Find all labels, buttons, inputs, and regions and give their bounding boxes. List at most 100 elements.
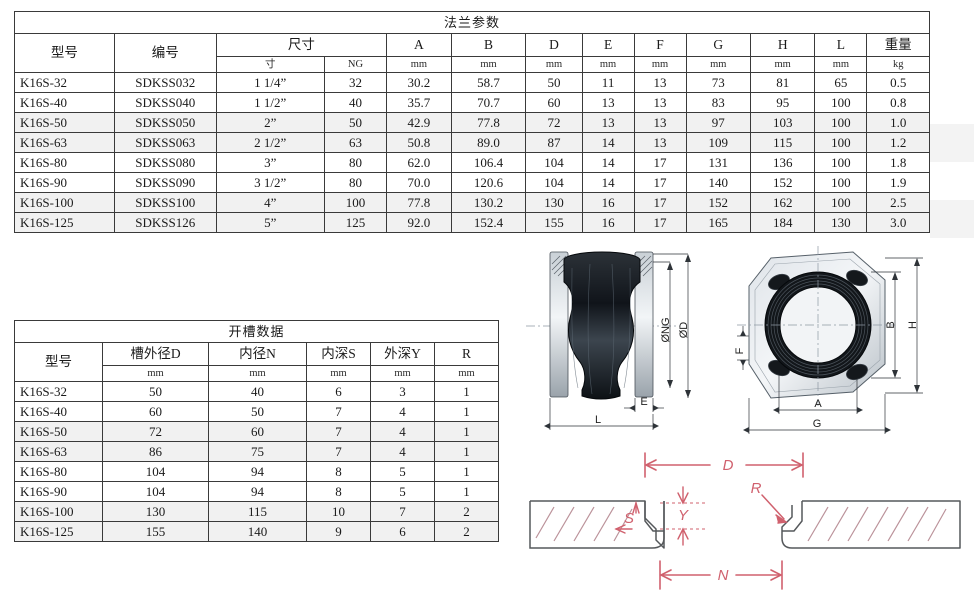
header-size: 尺寸 [215,33,388,57]
table-cell: 1 [433,421,500,442]
scan-stripe-artifact [930,219,974,238]
groove-sub-r: mm [433,365,500,382]
table-cell: 104 [102,461,209,482]
sketch-label-n: N [718,567,729,584]
table-cell: 6 [370,521,435,542]
header-g: G [685,33,751,57]
model-cell: K16S-63 [14,132,115,153]
table-row: K16S-90 SDKSS090 3 1/2” 80 70.0 120.6 104 14 17 1… [14,172,930,193]
table-row: K16S-63 86 75 7 4 1 [14,441,500,462]
header-e: E [581,33,635,57]
groove-sub-n: mm [208,365,307,382]
table-cell: 50 [208,401,307,422]
model-cell: K16S-32 [14,72,115,93]
table-cell: 103 [749,112,816,133]
table-cell: 9 [306,521,371,542]
sketch-label-r: R [751,480,762,497]
subheader-l-unit: mm [814,56,868,73]
flange-table-title: 法兰参数 [14,11,930,34]
table-cell: 2 1/2” [215,132,325,153]
table-cell: 16 [581,212,635,233]
table-cell: SDKSS090 [113,172,217,193]
table-cell: 1.0 [866,112,930,133]
dimension-e [624,398,664,412]
table-row: K16S-100 130 115 10 7 2 [14,501,500,522]
flange-table-body: K16S-32 SDKSS032 1 1/4” 32 30.2 58.7 50 11 13 73 8… [14,72,930,233]
header-code: 编号 [113,33,217,73]
table-cell: SDKSS100 [113,192,217,213]
table-cell: 11 [581,72,635,93]
model-cell: K16S-125 [14,212,115,233]
scan-stripe-artifact [930,124,974,143]
groove-title-row: 开槽数据 [13,320,500,343]
table-cell: 3 1/2” [215,172,325,193]
table-cell: 1 [433,381,500,402]
flange-plate-inner-edge [754,258,881,393]
table-cell: 100 [814,192,868,213]
table-cell: 83 [685,92,751,113]
table-cell: 17 [633,192,687,213]
table-cell: 63 [323,132,388,153]
groove-header-r: R [433,342,500,366]
table-cell: 104 [525,172,583,193]
groove-data-table: 开槽数据 型号 槽外径D 内径N 内深S 外深Y R mm mm mm mm m… [13,320,500,542]
table-cell: 60 [525,92,583,113]
table-cell: 13 [633,92,687,113]
dimension-h [885,257,923,394]
table-cell: 50 [323,112,388,133]
table-cell: 94 [208,481,307,502]
table-cell: SDKSS032 [113,72,217,93]
subheader-weight-unit: kg [866,56,930,73]
table-row: K16S-32 SDKSS032 1 1/4” 32 30.2 58.7 50 11 13 73 8… [14,72,930,93]
dimension-g [743,394,891,434]
table-cell: 17 [633,152,687,173]
table-cell: 32 [323,72,388,93]
model-cell: K16S-100 [14,192,115,213]
groove-sub-d: mm [102,365,209,382]
model-cell: K16S-100 [14,501,103,522]
table-cell: 2 [433,521,500,542]
table-cell: SDKSS126 [113,212,217,233]
table-cell: 1.2 [866,132,930,153]
model-cell: K16S-90 [14,172,115,193]
table-row: K16S-32 50 40 6 3 1 [14,381,500,402]
groove-header-inner-n: 内径N [208,342,307,366]
table-row: K16S-40 SDKSS040 1 1/2” 40 35.7 70.7 60 13 13 83 9… [14,92,930,113]
table-cell: 42.9 [386,112,452,133]
table-cell: 106.4 [450,152,527,173]
groove-header-depth-s: 内深S [306,342,371,366]
table-cell: 115 [749,132,816,153]
table-cell: 40 [323,92,388,113]
table-cell: 8 [306,461,371,482]
subheader-h-unit: mm [749,56,816,73]
rubber-expansion-joint-diagram: ØNG ØD E L [526,251,691,430]
table-cell: 86 [102,441,209,462]
hatch-right [807,506,947,542]
subheader-a-unit: mm [386,56,452,73]
subheader-g-unit: mm [685,56,751,73]
header-f: F [633,33,687,57]
table-cell: 10 [306,501,371,522]
table-cell: 2.5 [866,192,930,213]
model-cell: K16S-50 [14,421,103,442]
table-cell: 7 [306,401,371,422]
table-cell: 50 [525,72,583,93]
table-row: K16S-40 60 50 7 4 1 [14,401,500,422]
table-cell: 73 [685,72,751,93]
flange-parameter-table: 法兰参数 型号 编号 尺寸 A B D E F G H L 重量 寸 NG mm… [14,11,930,233]
table-cell: 165 [685,212,751,233]
table-cell: 97 [685,112,751,133]
dimension-ng [653,261,673,388]
sketch-label-d: D [723,457,734,474]
table-cell: 1 [433,401,500,422]
table-cell: SDKSS080 [113,152,217,173]
header-model: 型号 [14,33,115,73]
table-cell: 130 [525,192,583,213]
table-cell: 152 [685,192,751,213]
model-cell: K16S-90 [14,481,103,502]
table-cell: 100 [323,192,388,213]
table-row: K16S-50 SDKSS050 2” 50 42.9 77.8 72 13 13 97 103 10… [14,112,930,133]
groove-profile-left-body [529,501,665,549]
table-cell: 140 [685,172,751,193]
header-a: A [386,33,452,57]
